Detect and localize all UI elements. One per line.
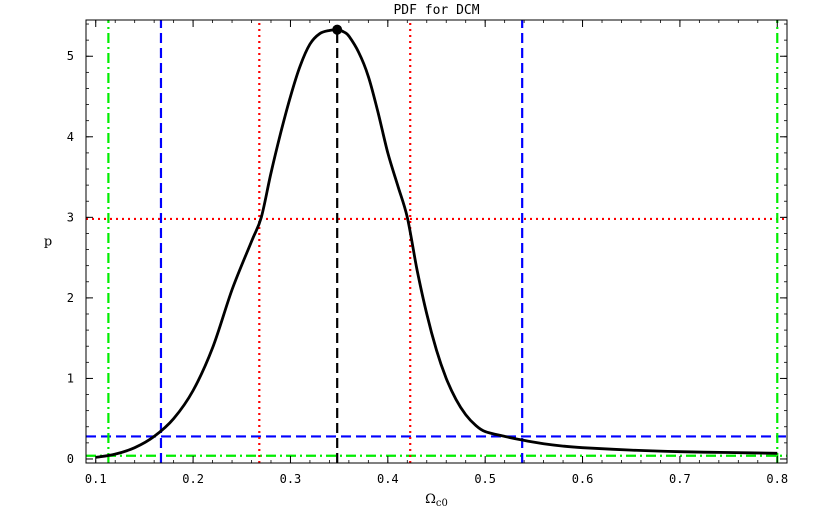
y-tick-label: 1 — [67, 371, 74, 385]
x-tick-label: 0.6 — [572, 472, 594, 486]
reference-lines — [86, 20, 787, 463]
y-tick-label: 5 — [67, 49, 74, 63]
chart-title: PDF for DCM — [393, 3, 479, 18]
x-tick-label: 0.4 — [377, 472, 399, 486]
x-tick-label: 0.3 — [280, 472, 302, 486]
y-tick-label: 0 — [67, 452, 74, 466]
x-tick-label: 0.7 — [669, 472, 691, 486]
pdf-curve-0 — [95, 28, 778, 459]
x-tick-label: 0.2 — [182, 472, 204, 486]
curve-layer — [95, 24, 778, 459]
x-tick-label: 0.1 — [85, 472, 107, 486]
x-axis-label-subscript: c0 — [436, 498, 448, 509]
x-tick-label: 0.5 — [474, 472, 496, 486]
y-tick-label: 3 — [67, 210, 74, 224]
peak-marker — [332, 24, 343, 35]
x-axis-label-main: Ω — [425, 492, 436, 507]
y-tick-label: 4 — [67, 130, 74, 144]
x-tick-label: 0.8 — [766, 472, 788, 486]
y-axis-label: p — [44, 235, 52, 250]
x-axis-label: Ωc0 — [425, 492, 448, 509]
axis-ticks: 0.1 0.2 0.3 0.4 0.5 0.6 0.7 0.8 0 1 2 3 4 5 — [67, 20, 788, 486]
y-tick-label: 2 — [67, 291, 74, 305]
plot-frame — [85, 19, 788, 464]
